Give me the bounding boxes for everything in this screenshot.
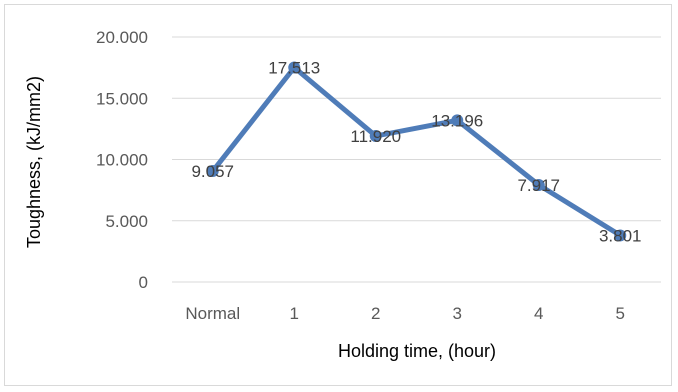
x-tick-labels: Normal 1 2 3 4 5: [185, 304, 625, 323]
x-tick-label: 5: [616, 304, 625, 323]
data-label: 7.917: [517, 176, 560, 195]
x-tick-label: 4: [534, 304, 543, 323]
data-point: [451, 114, 464, 127]
y-axis-title: Toughness, (kJ/mm2): [24, 76, 44, 248]
series-line: [210, 65, 623, 238]
data-point: [369, 129, 382, 142]
data-label: 11.920: [350, 127, 401, 146]
y-tick-label: 5.000: [105, 212, 148, 231]
data-point: [614, 229, 627, 242]
x-tick-label: 1: [290, 304, 299, 323]
data-label: 3.801: [599, 226, 642, 245]
x-tick-label: 2: [371, 304, 380, 323]
y-tick-label: 20.000: [96, 28, 148, 47]
gridlines: [172, 36, 661, 283]
data-labels: 9.057 17.513 11.920 13.196 7.917 3.801: [191, 58, 641, 245]
data-point: [206, 165, 219, 178]
data-label: 13.196: [431, 111, 483, 130]
data-label: 17.513: [268, 58, 320, 77]
series-markers: [206, 61, 627, 242]
y-tick-label: 0: [139, 273, 148, 292]
data-label: 9.057: [191, 162, 234, 181]
data-point: [532, 179, 545, 192]
y-tick-labels: 0 5.000 10.000 15.000 20.000: [96, 28, 148, 292]
x-tick-label: Normal: [185, 304, 240, 323]
x-tick-label: 3: [453, 304, 462, 323]
y-tick-label: 10.000: [96, 151, 148, 170]
y-tick-label: 15.000: [96, 89, 148, 108]
chart-frame: [4, 4, 672, 386]
x-axis-title: Holding time, (hour): [338, 341, 496, 361]
data-point: [288, 61, 301, 74]
